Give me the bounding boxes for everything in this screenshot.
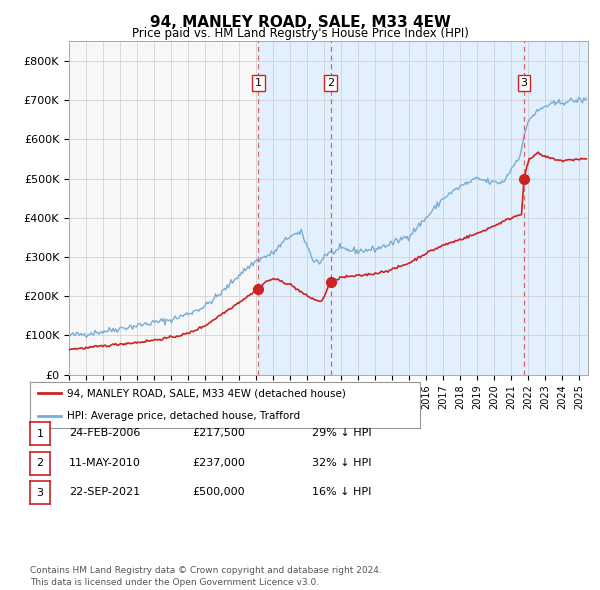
Text: 2: 2 xyxy=(327,78,334,88)
Text: £237,000: £237,000 xyxy=(192,458,245,467)
Text: £217,500: £217,500 xyxy=(192,428,245,438)
Text: 94, MANLEY ROAD, SALE, M33 4EW (detached house): 94, MANLEY ROAD, SALE, M33 4EW (detached… xyxy=(67,388,346,398)
Bar xyxy=(331,41,524,375)
Text: 11-MAY-2010: 11-MAY-2010 xyxy=(69,458,141,467)
Text: 32% ↓ HPI: 32% ↓ HPI xyxy=(312,458,371,467)
Text: 1: 1 xyxy=(37,429,43,439)
Text: 22-SEP-2021: 22-SEP-2021 xyxy=(69,487,140,497)
Text: 94, MANLEY ROAD, SALE, M33 4EW: 94, MANLEY ROAD, SALE, M33 4EW xyxy=(149,15,451,30)
Text: HPI: Average price, detached house, Trafford: HPI: Average price, detached house, Traf… xyxy=(67,411,300,421)
Text: Price paid vs. HM Land Registry's House Price Index (HPI): Price paid vs. HM Land Registry's House … xyxy=(131,27,469,40)
Text: 3: 3 xyxy=(520,78,527,88)
Text: 2: 2 xyxy=(37,458,43,468)
Bar xyxy=(258,41,331,375)
Text: 24-FEB-2006: 24-FEB-2006 xyxy=(69,428,140,438)
Text: 1: 1 xyxy=(255,78,262,88)
Text: 16% ↓ HPI: 16% ↓ HPI xyxy=(312,487,371,497)
Text: 29% ↓ HPI: 29% ↓ HPI xyxy=(312,428,371,438)
Bar xyxy=(524,41,588,375)
Text: £500,000: £500,000 xyxy=(192,487,245,497)
Text: Contains HM Land Registry data © Crown copyright and database right 2024.
This d: Contains HM Land Registry data © Crown c… xyxy=(30,566,382,587)
Text: 3: 3 xyxy=(37,488,43,498)
